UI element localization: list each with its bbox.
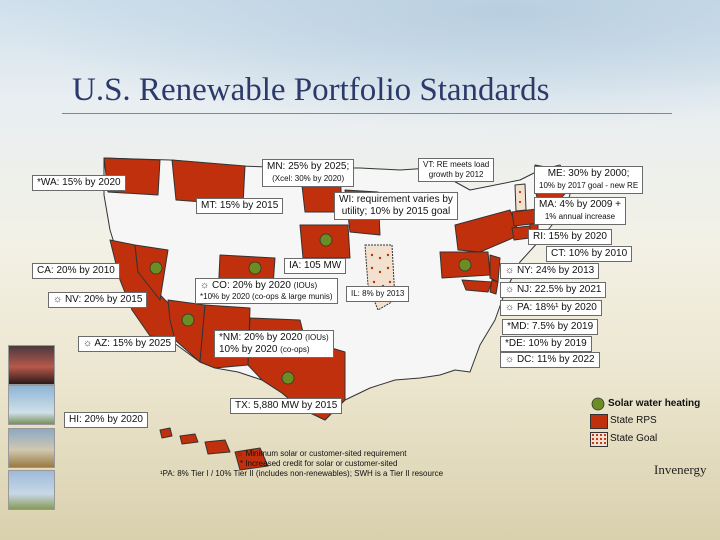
- label-ia: IA: 105 MW: [284, 258, 347, 274]
- page-title: U.S. Renewable Portfolio Standards: [72, 72, 550, 108]
- footnote-increased-credit: * Increased credit for solar or customer…: [240, 459, 398, 468]
- solar-dot-az: [181, 313, 195, 327]
- sun-icon: ☼: [200, 280, 210, 291]
- label-de: *DE: 10% by 2019: [500, 336, 592, 352]
- label-dc: ☼ DC: 11% by 2022: [500, 352, 600, 368]
- label-me-main: ME: 30% by 2000;: [547, 168, 630, 179]
- label-ny-text: NY: 24% by 2013: [516, 265, 595, 276]
- label-me-sub: 10% by 2017 goal - new RE: [539, 181, 639, 190]
- label-ma-main: MA: 4% by 2009 +: [539, 199, 621, 210]
- label-nm: *NM: 20% by 2020 (IOUs) 10% by 2020 (co-…: [214, 330, 334, 358]
- solar-dots: [149, 233, 605, 411]
- label-wa: *WA: 15% by 2020: [32, 175, 126, 191]
- label-ma: MA: 4% by 2009 + 1% annual increase: [534, 197, 626, 225]
- sun-icon: ☼: [53, 294, 63, 305]
- label-ct: CT: 10% by 2010: [546, 246, 633, 262]
- label-mn-sub: (Xcel: 30% by 2020): [272, 174, 345, 183]
- state-de: [489, 279, 499, 295]
- label-mn: MN: 25% by 2025; (Xcel: 30% by 2020): [262, 159, 355, 187]
- footnote-solar-min-text: Minimum solar or customer-sited requirem…: [245, 449, 407, 458]
- label-mn-main: MN: 25% by 2025;: [267, 161, 350, 172]
- label-ri: RI: 15% by 2020: [528, 229, 612, 245]
- label-pa: ☼ PA: 18%¹ by 2020: [500, 300, 602, 316]
- sun-icon: ☼: [236, 449, 244, 458]
- legend-goal: State Goal: [610, 433, 658, 444]
- sun-icon: ☼: [505, 302, 515, 313]
- label-nm-l2a: 10% by 2020: [219, 344, 278, 355]
- state-ny: [454, 209, 521, 253]
- label-nm-l2b: (co-ops): [280, 345, 310, 354]
- photo-solar-field: [8, 428, 55, 468]
- label-nj: ☼ NJ: 22.5% by 2021: [500, 282, 607, 298]
- solar-dot-co: [248, 261, 262, 275]
- state-hi: [159, 427, 269, 471]
- label-wi: WI: requirement varies by utility; 10% b…: [334, 192, 458, 220]
- state-vt: [514, 183, 527, 212]
- solar-dot-ny: [458, 258, 472, 272]
- label-tx: TX: 5,880 MW by 2015: [230, 398, 343, 414]
- label-nv-text: NV: 20% by 2015: [64, 294, 143, 305]
- footnote-pa: ¹PA: 8% Tier I / 10% Tier II (includes n…: [160, 469, 444, 478]
- label-mt: MT: 15% by 2015: [196, 198, 284, 214]
- label-co-unit: (IOUs): [293, 281, 318, 290]
- sun-icon: ☼: [505, 354, 515, 365]
- photo-wind-turbine: [8, 385, 55, 425]
- legend-rps-swatch: [590, 414, 608, 429]
- sun-icon: ☼: [83, 338, 93, 349]
- sky-gradient: [0, 0, 720, 130]
- label-ny: ☼ NY: 24% by 2013: [500, 263, 600, 279]
- label-ma-sub: 1% annual increase: [544, 212, 616, 221]
- photo-wind-farm: [8, 470, 55, 510]
- sun-icon: ☼: [505, 284, 515, 295]
- label-hi: HI: 20% by 2020: [64, 412, 148, 428]
- legend-goal-swatch: [590, 432, 608, 447]
- label-nm-l1a: *NM: 20% by 2020: [219, 332, 303, 343]
- label-wi-l2: utility; 10% by 2015 goal: [341, 206, 451, 217]
- state-az: [167, 299, 206, 363]
- label-vt-l1: VT: RE meets load: [423, 160, 490, 169]
- label-wi-l1: WI: requirement varies by: [339, 194, 453, 205]
- label-az: ☼ AZ: 15% by 2025: [78, 336, 177, 352]
- label-md: *MD: 7.5% by 2019: [502, 319, 599, 335]
- sun-icon: ☼: [505, 265, 515, 276]
- label-vt: VT: RE meets load growth by 2012: [418, 158, 495, 182]
- state-md: [461, 279, 493, 293]
- title-underline: [62, 113, 672, 114]
- invenergy-logo: Invenergy: [654, 462, 707, 477]
- label-ca: CA: 20% by 2010: [32, 263, 120, 279]
- label-nm-l1b: (IOUs): [305, 333, 329, 342]
- legend-rps: State RPS: [610, 415, 657, 426]
- footnote-solar-min: ☼ Minimum solar or customer-sited requir…: [236, 449, 407, 459]
- label-il: IL: 8% by 2013: [346, 286, 410, 302]
- solar-dot-ca: [149, 261, 163, 275]
- label-az-text: AZ: 15% by 2025: [94, 338, 172, 349]
- label-pa-text: PA: 18%¹ by 2020: [516, 302, 597, 313]
- label-vt-l2: growth by 2012: [428, 170, 484, 179]
- label-nj-text: NJ: 22.5% by 2021: [516, 284, 602, 295]
- label-dc-text: DC: 11% by 2022: [516, 354, 595, 365]
- solar-dot-tx: [281, 371, 295, 385]
- label-co-text: CO: 20% by 2020: [211, 280, 291, 291]
- legend-solar: Solar water heating: [608, 398, 701, 409]
- label-nv: ☼ NV: 20% by 2015: [48, 292, 148, 308]
- state-nj: [489, 254, 501, 283]
- label-co-sub: *10% by 2020 (co-ops & large munis): [200, 292, 333, 301]
- label-co: ☼ CO: 20% by 2020 (IOUs) *10% by 2020 (c…: [195, 278, 338, 304]
- photo-sunset-turbines: [8, 345, 55, 385]
- label-me: ME: 30% by 2000; 10% by 2017 goal - new …: [534, 166, 644, 194]
- solar-dot-legend: [591, 397, 605, 411]
- solar-dot-ia: [319, 233, 333, 247]
